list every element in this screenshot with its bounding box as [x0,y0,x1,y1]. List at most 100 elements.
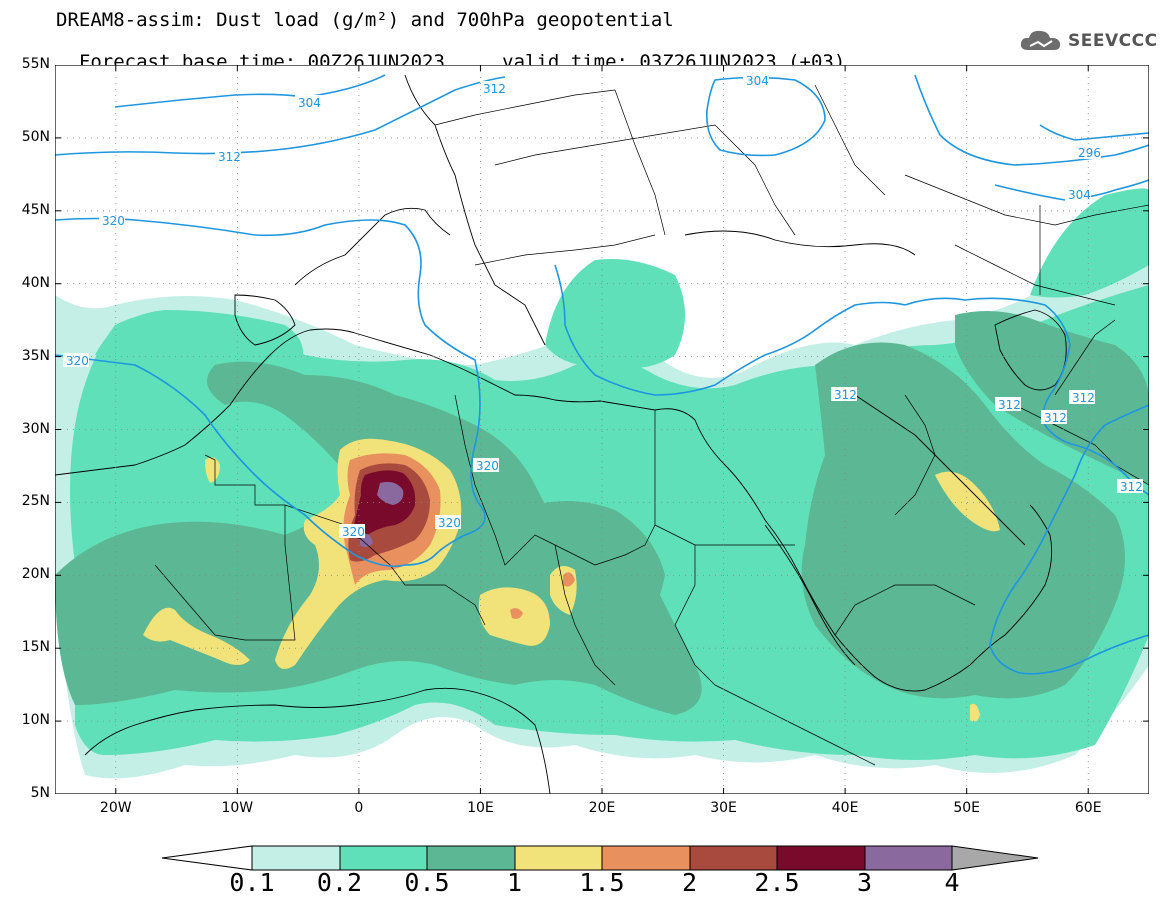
colorbar-label-3: 3 [856,868,873,897]
lat-label-50N: 50N [21,128,50,145]
svg-text:312: 312 [1120,480,1143,494]
logo-text: SEEVCCC [1068,31,1158,51]
svg-text:320: 320 [438,516,461,530]
contour-label-312-g: 312 [1117,479,1143,494]
contour-label-312-a: 312 [480,81,506,96]
colorbar-label-2: 2 [681,868,698,897]
seevccc-logo: SEEVCCC [1018,26,1158,56]
dust-band-1-gulf [935,471,1000,532]
iberia-coast [234,294,296,346]
lat-label-10N: 10N [21,712,50,729]
lon-label-20W: 20W [99,800,132,816]
contour-label-296: 296 [1075,145,1101,160]
svg-text:304: 304 [746,74,769,88]
dust-band-1-somalia [970,703,980,722]
contour-320 [55,217,486,568]
dust-band-0.5-iran [955,311,1149,485]
red-sea-west-coast [764,524,856,666]
svg-text:312: 312 [998,398,1021,412]
colorbar-bin-0.5 [426,845,516,871]
lon-label-30E: 30E [710,800,737,816]
colorbar-label-4: 4 [944,868,960,897]
lat-label-35N: 35N [21,347,50,364]
svg-text:304: 304 [1068,188,1091,202]
dust-band-1-morocco [205,457,220,483]
dust-map: 304 312 320 296 304 312 320 320 320 312 … [55,65,1149,794]
colorbar-high-arrow [951,845,1039,871]
contour-label-312-c: 312 [831,387,857,402]
dust-band-3 [377,481,404,505]
colorbar-bin-1.5 [601,845,691,871]
lon-label-20E: 20E [588,800,616,816]
svg-text:320: 320 [102,214,125,228]
lon-label-0: 0 [354,800,364,816]
red-sea-gulf-coast [854,394,1026,546]
svg-text:296: 296 [1078,146,1101,160]
svg-text:320: 320 [476,459,499,473]
contour-label-320-e: 320 [339,524,365,539]
colorbar-label-1: 1 [506,868,523,897]
colorbar-label-2.5: 2.5 [754,868,800,897]
iberia-france-coast [294,207,451,286]
colorbar-bin-0.2 [339,845,428,871]
lat-label-30N: 30N [21,420,50,437]
contour-label-320-b: 320 [63,353,89,368]
svg-text:304: 304 [298,96,321,110]
dust-band-1-senegal [143,607,250,665]
lat-label-5N: 5N [30,785,50,801]
lat-label-40N: 40N [21,274,50,291]
contour-label-312-f: 312 [1069,390,1095,405]
contour-label-304-c: 304 [1065,187,1091,202]
lat-label-45N: 45N [21,201,50,218]
dust-fields [55,188,1149,779]
svg-text:312: 312 [1044,411,1067,425]
lon-label-10E: 10E [467,800,494,816]
colorbar [161,845,1039,871]
contour-labels: 304 312 320 296 304 312 320 320 320 312 … [63,73,1143,539]
colorbar-bin-0.1 [251,845,341,871]
lon-label-40E: 40E [831,800,859,816]
dust-band-1.5-small [510,608,523,619]
dust-band-0.5-arabia [801,342,1125,699]
colorbar-bin-2 [689,845,778,871]
axis-ticks [55,65,1149,794]
contour-label-320-a: 320 [99,213,125,228]
contour-304-east [705,76,826,157]
colorbar-label-0.1: 0.1 [229,868,275,897]
lat-label-55N: 55N [21,56,50,72]
contour-304-west [114,74,386,108]
dust-band-0.2-north [545,259,685,369]
svg-text:320: 320 [342,525,365,539]
contour-312-med [554,264,906,396]
svg-text:312: 312 [483,82,506,96]
colorbar-label-1.5: 1.5 [579,868,625,897]
colorbar-label-0.5: 0.5 [404,868,450,897]
contour-label-320-c: 320 [473,458,499,473]
colorbar-low-arrow [161,845,253,871]
contour-312-west [55,76,506,156]
colorbar-bin-2.5 [776,845,866,871]
lat-label-20N: 20N [21,566,50,583]
lon-label-10W: 10W [221,800,254,816]
svg-text:312: 312 [1072,391,1095,405]
cloud-logo-icon [1020,30,1061,50]
contour-312-south [989,404,1149,675]
dust-band-0.2-ne [1030,188,1149,298]
colorbar-bin-3 [864,845,953,871]
contour-296 [914,74,1149,166]
africa-arabia-coast [55,328,1053,692]
coastlines [55,74,1067,794]
gulf-of-guinea-coast [84,687,551,794]
colorbar-label-0.2: 0.2 [316,868,363,897]
contour-label-312-e: 312 [1041,410,1067,425]
svg-text:320: 320 [66,354,89,368]
grid-lines [55,65,1149,794]
black-sea-coast [684,230,916,256]
contour-label-304-b: 304 [743,73,769,88]
lat-label-15N: 15N [21,639,50,656]
lon-label-50E: 50E [953,800,980,816]
contour-label-312-b: 312 [215,149,241,164]
contour-label-320-d: 320 [435,515,461,530]
geopotential-contours [55,74,1149,675]
colorbar-bin-1 [514,845,603,871]
